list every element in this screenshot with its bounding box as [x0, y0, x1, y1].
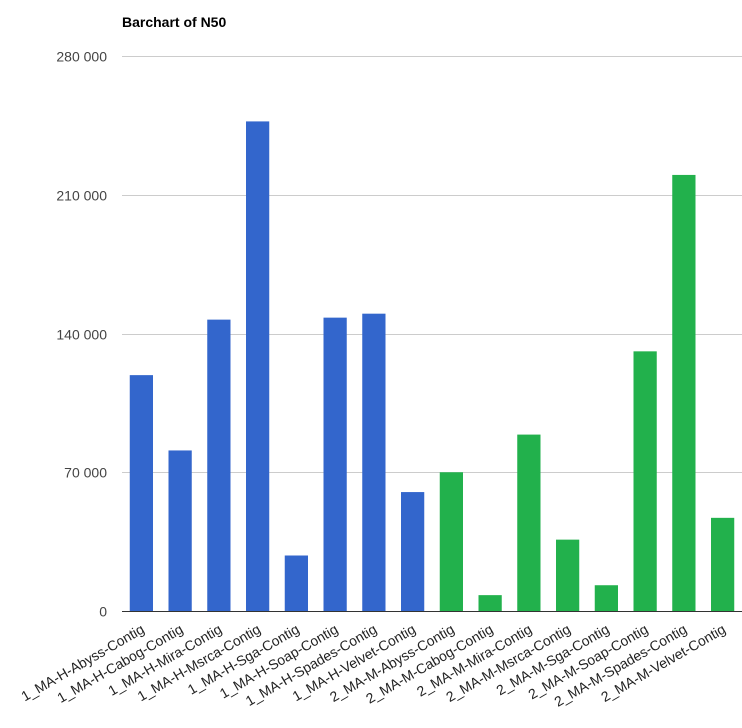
bar	[323, 317, 347, 611]
y-axis-tick-labels: 0 70 000 140 000 210 000 280 000	[56, 49, 107, 620]
bar	[168, 450, 192, 611]
bars	[129, 121, 735, 612]
chart-title: Barchart of N50	[122, 14, 226, 30]
y-tick-label: 280 000	[56, 49, 107, 65]
bar	[401, 492, 425, 611]
bar	[672, 174, 696, 611]
x-axis-tick-labels: 1_MA-H-Abyss-Contig1_MA-H-Cabog-Contig1_…	[18, 621, 728, 710]
bar	[478, 595, 502, 611]
y-tick-label: 140 000	[56, 327, 107, 343]
y-tick-label: 0	[99, 604, 107, 620]
bar	[207, 319, 231, 612]
bar	[517, 434, 541, 611]
bar	[633, 351, 657, 611]
bar	[362, 313, 386, 611]
y-tick-label: 210 000	[56, 188, 107, 204]
bar	[711, 517, 735, 611]
bar	[246, 121, 270, 611]
bar	[284, 555, 308, 611]
bar	[439, 472, 463, 611]
bar	[129, 375, 153, 612]
bar	[594, 585, 618, 611]
y-tick-label: 70 000	[64, 465, 107, 481]
bar	[556, 539, 580, 611]
